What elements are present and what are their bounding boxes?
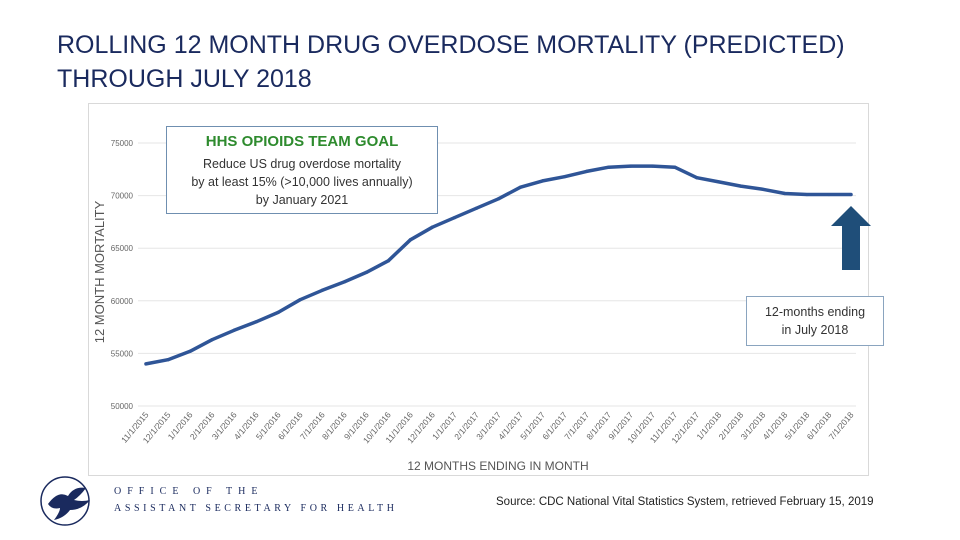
- data-point: [585, 169, 589, 174]
- y-tick-label: 75000: [111, 139, 134, 148]
- data-point: [673, 165, 677, 169]
- y-tick-label: 65000: [111, 244, 134, 253]
- source-note: Source: CDC National Vital Statistics Sy…: [496, 496, 874, 508]
- goal-line-1: Reduce US drug overdose mortality: [202, 157, 401, 171]
- y-tick-label: 55000: [111, 349, 134, 358]
- series-points: [144, 164, 853, 366]
- callout-line-2: in July 2018: [781, 323, 849, 337]
- data-point: [474, 206, 479, 210]
- y-axis-label: 12 MONTH MORTALITY: [92, 200, 107, 343]
- data-point: [386, 259, 390, 263]
- data-point: [805, 192, 809, 197]
- data-point: [144, 362, 148, 366]
- hhs-eagle-logo-icon: [40, 476, 90, 526]
- goal-line-3: by January 2021: [255, 193, 349, 207]
- data-point: [562, 175, 567, 179]
- data-point: [540, 179, 545, 183]
- y-tick-label: 50000: [111, 402, 134, 411]
- data-point: [320, 288, 324, 292]
- y-tick-label: 70000: [111, 192, 134, 201]
- chart-grid: [138, 142, 856, 407]
- data-point: [166, 358, 170, 362]
- data-point: [849, 192, 853, 197]
- y-axis-ticks: 50000 55000 60000 65000 70000 75000: [111, 139, 134, 411]
- callout-line-1: 12-months ending: [764, 305, 866, 319]
- data-point: [298, 298, 302, 302]
- data-point: [739, 184, 743, 188]
- data-point: [276, 310, 280, 314]
- data-point: [188, 349, 192, 353]
- data-point: [629, 164, 633, 168]
- x-axis-label: 12 MONTHS ENDING IN MONTH: [407, 459, 588, 473]
- data-point: [210, 338, 214, 342]
- up-arrow-icon: [831, 206, 871, 270]
- office-line-2: ASSISTANT SECRETARY FOR HEALTH: [114, 503, 398, 514]
- data-point: [651, 164, 655, 168]
- data-point: [827, 192, 831, 197]
- x-axis-ticks: 11/1/201512/1/20151/1/20162/1/20163/1/20…: [119, 410, 856, 446]
- goal-line-2: by at least 15% (>10,000 lives annually): [191, 175, 413, 189]
- data-point: [342, 280, 346, 284]
- data-point: [717, 180, 721, 184]
- goal-title: HHS OPIOIDS TEAM GOAL: [205, 133, 399, 150]
- data-point: [695, 176, 699, 180]
- data-point: [232, 328, 236, 332]
- goal-box: HHS OPIOIDS TEAM GOAL Reduce US drug ove…: [166, 126, 438, 214]
- y-tick-label: 60000: [111, 297, 134, 306]
- goal-text: Reduce US drug overdose mortality by at …: [167, 155, 437, 209]
- data-point: [452, 216, 457, 220]
- data-point: [783, 191, 787, 196]
- page-title: ROLLING 12 MONTH DRUG OVERDOSE MORTALITY…: [57, 31, 845, 93]
- data-point: [254, 320, 258, 324]
- data-point: [430, 225, 435, 229]
- data-point: [496, 197, 501, 201]
- july-2018-callout: 12-months ending in July 2018: [746, 296, 884, 346]
- data-point: [607, 165, 611, 169]
- data-point: [364, 270, 368, 274]
- office-line-1: OFFICE OF THE: [114, 486, 264, 497]
- data-point: [518, 185, 523, 189]
- data-point: [408, 238, 412, 242]
- data-point: [761, 187, 765, 191]
